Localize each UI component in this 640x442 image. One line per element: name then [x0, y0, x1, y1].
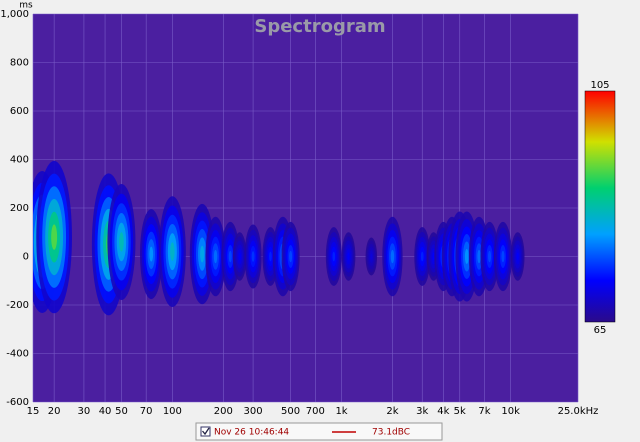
spectral-blob [269, 251, 272, 262]
x-tick-label: 70 [140, 406, 153, 417]
y-tick-label: 0 [23, 252, 29, 263]
legend-checkbox[interactable] [200, 426, 211, 437]
x-tick-label: 40 [99, 406, 112, 417]
x-tick-label: 50 [115, 406, 128, 417]
y-tick-label: -600 [6, 397, 29, 408]
spectral-blob [238, 252, 241, 261]
x-tick-label: 700 [306, 406, 325, 417]
x-tick-label: 4k [437, 406, 449, 417]
spectral-blob [420, 251, 424, 262]
x-tick-label: 10k [501, 406, 520, 417]
y-tick-label: 400 [10, 155, 29, 166]
x-tick-label: 1k [335, 406, 347, 417]
spectral-blob [332, 251, 336, 262]
spectral-blob [51, 224, 58, 250]
x-tick-label: 5k [454, 406, 466, 417]
spectral-blob [149, 246, 154, 262]
checkmark [202, 427, 210, 436]
y-tick-label: 800 [10, 58, 29, 69]
x-tick-label: 300 [244, 406, 263, 417]
y-axis-label: ms [19, 1, 33, 11]
x-tick-label: 7k [478, 406, 490, 417]
spectral-blob [501, 250, 505, 263]
x-tick-label: 15 [27, 406, 40, 417]
x-tick-label: 100 [163, 406, 182, 417]
spectral-blob [432, 252, 435, 261]
spectral-blob [347, 252, 350, 261]
x-tick-label: 2k [386, 406, 398, 417]
spectral-blob [119, 232, 124, 252]
y-tick-label: -200 [6, 300, 29, 311]
x-tick-label: 25.0kHz [558, 406, 599, 417]
spectral-blob [200, 245, 205, 263]
spectral-blob [228, 250, 232, 263]
spectral-blob [464, 249, 469, 264]
legend-box [195, 422, 443, 441]
x-tick-label: 20 [48, 406, 61, 417]
legend-value: 73.1dBC [372, 428, 410, 438]
y-tick-label: 200 [10, 203, 29, 214]
spectral-blob [213, 249, 218, 264]
colorbar-max: 105 [590, 80, 609, 91]
chart-title: Spectrogram [254, 16, 385, 37]
colorbar-min: 65 [594, 325, 607, 336]
spectral-blob [251, 251, 255, 262]
spectral-blob [488, 250, 492, 263]
spectral-blob [477, 249, 481, 264]
colorbar [584, 90, 616, 323]
x-tick-label: 200 [214, 406, 233, 417]
x-tick-label: 500 [281, 406, 300, 417]
y-tick-label: -400 [6, 349, 29, 360]
spectral-blob [516, 252, 519, 261]
legend-label: Nov 26 10:46:44 [214, 428, 289, 438]
x-tick-label: 3k [416, 406, 428, 417]
x-tick-label: 30 [78, 406, 91, 417]
spectral-blob [390, 249, 395, 264]
spectral-blob [289, 250, 293, 263]
legend: Nov 26 10:46:44 73.1dBC [195, 422, 443, 441]
y-tick-label: 600 [10, 106, 29, 117]
y-tick-label: 1,000 [0, 9, 29, 20]
spectral-blob [370, 253, 373, 260]
spectral-blob [170, 242, 175, 261]
